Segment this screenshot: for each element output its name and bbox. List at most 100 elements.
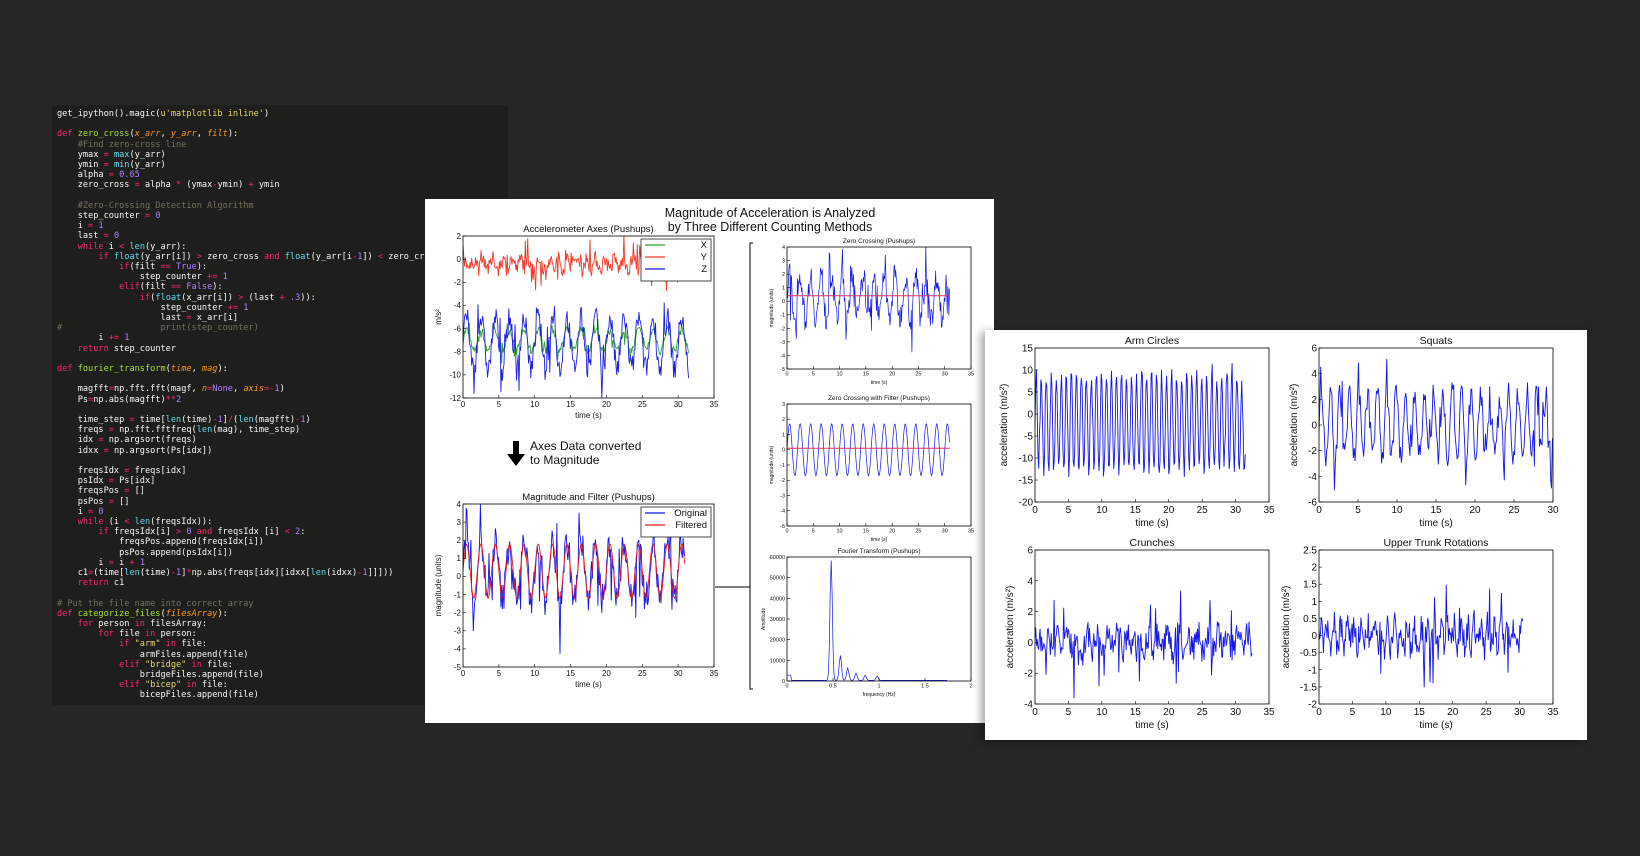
y-tick-label: 2 — [457, 232, 462, 241]
code-line: bicepFiles.append(file) — [57, 690, 259, 701]
x-axis-label: time (s) — [575, 680, 602, 689]
y-axis-label: Amplitude — [761, 608, 767, 630]
x-tick-label: 20 — [889, 529, 895, 535]
y-tick-label: 4 — [1311, 369, 1317, 380]
code-line: def categorize_files(filesArray): — [57, 608, 228, 619]
code-line: i = 0 — [57, 506, 104, 517]
x-tick-label: 20 — [1163, 707, 1175, 718]
x-tick-label: 30 — [942, 372, 948, 378]
chart-title: Magnitude and Filter (Pushups) — [522, 492, 655, 503]
x-tick-label: 25 — [1508, 505, 1520, 516]
y-tick-label: -2 — [1024, 669, 1033, 680]
y-tick-label: 60000 — [770, 555, 785, 561]
chart-title: Accelerometer Axes (Pushups) — [523, 224, 653, 235]
y-tick-label: -4 — [1308, 472, 1317, 483]
code-line: freqsPos = [] — [57, 486, 145, 497]
x-tick-label: 30 — [674, 400, 683, 409]
x-tick-label: 10 — [1096, 707, 1108, 718]
x-tick-label: 20 — [602, 669, 611, 678]
y-tick-label: 2 — [1311, 395, 1317, 406]
x-tick-label: 0 — [1316, 505, 1322, 516]
x-tick-label: 25 — [915, 372, 921, 378]
code-line: step_counter = 0 — [57, 211, 161, 221]
y-tick-label: 6 — [1311, 344, 1317, 355]
legend-label: Y — [701, 252, 708, 263]
x-axis-label: frequency (Hz) — [863, 692, 896, 698]
y-tick-label: -1 — [454, 590, 462, 599]
y-tick-label: 0 — [457, 572, 462, 581]
x-tick-label: 5 — [812, 529, 815, 535]
y-tick-label: -5 — [1024, 432, 1033, 443]
code-line: last = x_arr[i] — [57, 313, 239, 323]
x-tick-label: 15 — [1130, 707, 1142, 718]
y-tick-label: 0 — [782, 679, 785, 685]
code-line: freqs = np.fft.fftfreq(len(mag), time_st… — [57, 425, 301, 436]
series-line-0 — [787, 422, 950, 477]
y-axis-label: acceleration (m/s²) — [1289, 384, 1300, 467]
y-tick-label: 15 — [1022, 344, 1034, 355]
y-tick-label: -6 — [1308, 498, 1317, 509]
x-tick-label: 5 — [812, 372, 815, 378]
y-tick-label: -2 — [780, 326, 785, 332]
x-tick-label: 25 — [1481, 707, 1493, 718]
x-tick-label: 10 — [837, 529, 843, 535]
series-line-0 — [1035, 363, 1246, 478]
series-line-1 — [463, 542, 686, 600]
plot-frame — [786, 556, 972, 682]
y-tick-label: 4 — [1027, 576, 1033, 587]
code-line: ymin = min(y_arr) — [57, 160, 166, 170]
code-line: elif "bridge" in file: — [119, 659, 233, 670]
y-tick-label: -12 — [449, 394, 461, 403]
legend: XYZ — [640, 238, 712, 282]
chart-title: Upper Trunk Rotations — [1383, 537, 1488, 549]
arrow-text-line2: to Magnitude — [530, 453, 600, 467]
y-tick-label: -2 — [780, 478, 785, 484]
x-tick-label: 0 — [461, 669, 466, 678]
code-line: #Find zero-cross line — [57, 139, 187, 150]
code-line: get_ipython().magic(u'matplotlib inline'… — [57, 109, 270, 119]
plot-frame — [1034, 347, 1270, 503]
code-line: while (i < len(freqsIdx)): — [77, 517, 213, 527]
code-line: i += 1 — [57, 333, 130, 344]
y-tick-label: 0.5 — [1303, 614, 1317, 625]
code-line: # Put the file name into correct array — [57, 598, 254, 609]
y-tick-label: 30000 — [770, 617, 785, 623]
y-axis-label: magnitude (units) — [434, 554, 443, 616]
x-tick-label: 5 — [1066, 707, 1072, 718]
x-tick-label: 10 — [1380, 707, 1392, 718]
y-tick-label: 0 — [782, 448, 785, 454]
y-axis-label: magnitude (units) — [769, 288, 775, 327]
plot-frame — [462, 235, 715, 399]
arrow-text-line1: Axes Data converted — [530, 439, 641, 453]
plot-frame — [786, 246, 972, 370]
y-axis-label: magnitude (units) — [769, 445, 775, 484]
code-line: def zero_cross(x_arr, y_arr, filt): — [57, 129, 239, 140]
x-tick-label: 0 — [1316, 707, 1322, 718]
y-tick-label: 6 — [1027, 546, 1033, 557]
code-line: def fourier_transform(time, mag): — [57, 364, 228, 374]
x-axis-label: time (s) — [871, 537, 888, 543]
x-tick-label: 15 — [566, 669, 575, 678]
x-tick-label: 10 — [530, 669, 539, 678]
x-tick-label: 5 — [1350, 707, 1356, 718]
x-tick-label: 30 — [674, 669, 683, 678]
code-line: i = i + 1 — [57, 557, 146, 568]
series-line-0 — [787, 247, 950, 353]
y-tick-label: 3 — [457, 518, 462, 527]
y-tick-label: -1.5 — [1300, 682, 1318, 693]
y-tick-label: 3 — [782, 402, 785, 408]
x-tick-label: 5 — [497, 400, 502, 409]
y-tick-label: -4 — [780, 509, 785, 515]
code-line: if(float(x_arr[i]) > (last + .3)): — [139, 292, 316, 303]
x-tick-label: 1.5 — [921, 684, 929, 690]
code-line: psPos = [] — [57, 496, 130, 507]
x-tick-label: 0 — [785, 529, 788, 535]
y-tick-label: -4 — [454, 645, 462, 654]
x-tick-label: 30 — [1230, 505, 1242, 516]
legend-label: Filtered — [675, 520, 707, 531]
x-tick-label: 35 — [968, 372, 974, 378]
chart-magfilt: Magnitude and Filter (Pushups)0 5 10 15 20 25… — [434, 492, 719, 689]
